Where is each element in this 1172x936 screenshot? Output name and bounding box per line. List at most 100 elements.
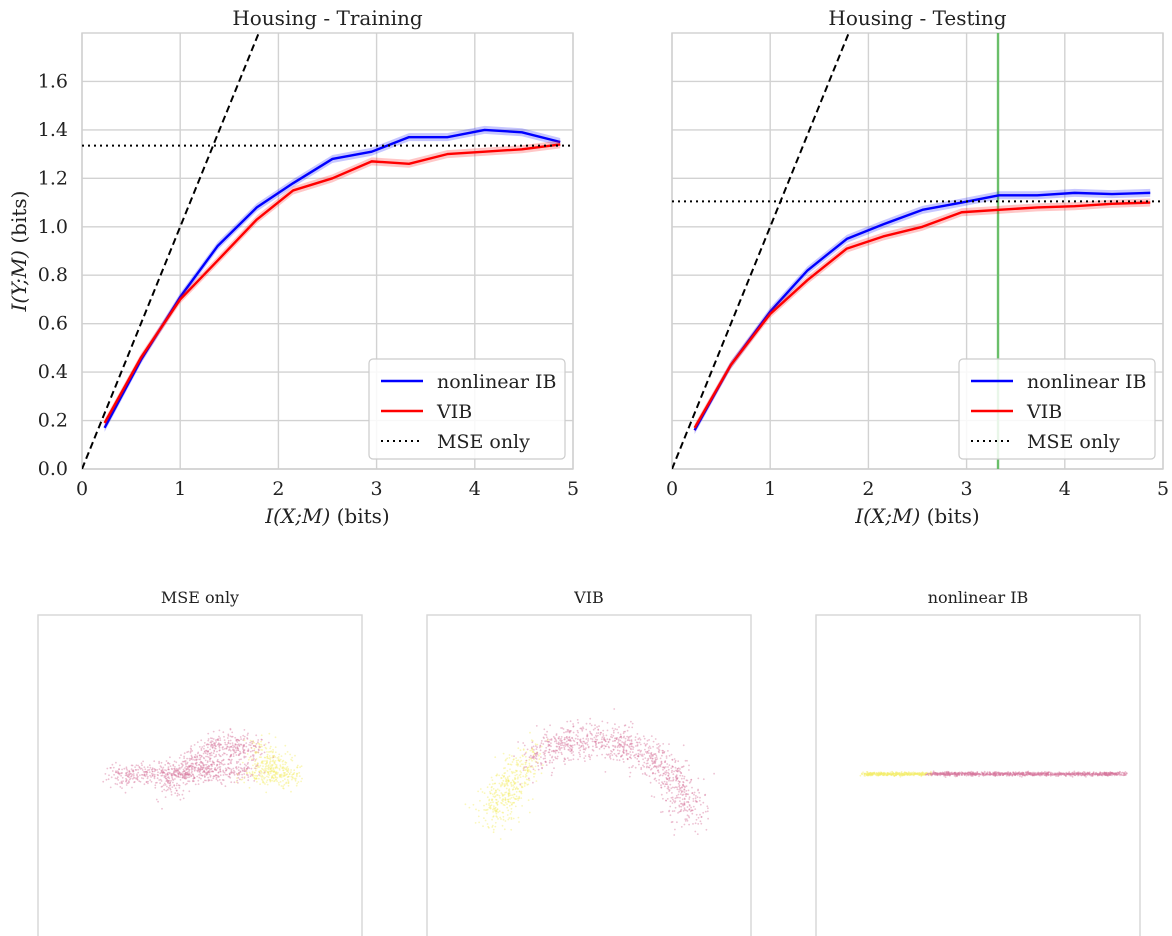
scatter-point <box>1038 772 1040 775</box>
scatter-point <box>1123 774 1126 776</box>
scatter-point <box>679 774 682 777</box>
scatter-point <box>247 776 250 778</box>
scatter-point <box>968 773 971 776</box>
scatter-point <box>267 767 270 769</box>
scatter-point <box>648 739 650 741</box>
scatter-point <box>670 753 673 756</box>
scatter-point <box>215 764 218 767</box>
scatter-point <box>604 756 607 759</box>
scatter-point <box>488 806 491 809</box>
scatter-point <box>892 772 895 774</box>
scatter-point <box>296 766 299 768</box>
scatter-point <box>205 774 208 776</box>
scatter-point <box>269 747 271 750</box>
scatter-point <box>1109 772 1112 775</box>
scatter-point <box>1026 774 1029 777</box>
scatter-point <box>1087 773 1090 775</box>
scatter-point <box>688 804 691 806</box>
scatter-point <box>647 766 650 768</box>
scatter-point <box>1031 773 1034 776</box>
scatter-point <box>182 797 185 800</box>
scatter-point <box>198 758 201 761</box>
scatter-point <box>970 770 973 773</box>
scatter-point <box>902 772 905 775</box>
scatter-point <box>1115 774 1118 776</box>
scatter-point <box>958 773 960 775</box>
scatter-point <box>873 772 875 774</box>
x-tick-label: 3 <box>961 478 973 500</box>
scatter-point <box>493 796 496 798</box>
scatter-point <box>1113 773 1116 776</box>
scatter-point <box>528 758 531 761</box>
scatter-point <box>879 773 881 775</box>
scatter-point <box>679 770 682 773</box>
scatter-point <box>676 770 678 772</box>
scatter-point <box>179 776 181 778</box>
scatter-point <box>704 793 707 796</box>
scatter-point <box>619 739 622 742</box>
scatter-point <box>190 755 193 758</box>
scatter-point <box>920 773 923 776</box>
scatter-point <box>481 791 484 793</box>
scatter-point <box>636 758 639 760</box>
scatter-point <box>1033 773 1035 775</box>
scatter-point <box>668 779 670 782</box>
scatter-point <box>514 788 517 791</box>
scatter-point <box>687 793 690 796</box>
scatter-point <box>513 782 516 785</box>
scatter-point <box>901 774 903 777</box>
scatter-point <box>508 804 511 807</box>
scatter-point <box>994 772 997 775</box>
scatter-point <box>706 805 709 808</box>
scatter-point <box>254 752 257 755</box>
scatter-point <box>1087 772 1090 775</box>
scatter-point <box>972 771 974 774</box>
scatter-point <box>880 771 882 774</box>
scatter-point <box>900 772 902 775</box>
chart-title: Housing - Training <box>232 6 423 30</box>
scatter-point <box>490 799 493 802</box>
scatter-point <box>651 757 654 760</box>
scatter-point <box>1084 772 1087 775</box>
scatter-point <box>266 751 268 753</box>
scatter-point <box>603 739 606 742</box>
scatter-point <box>1023 774 1026 777</box>
scatter-point <box>646 751 649 753</box>
scatter-point <box>145 770 148 773</box>
scatter-point <box>685 809 687 812</box>
scatter-point <box>1058 773 1060 775</box>
scatter-point <box>267 741 270 744</box>
scatter-point <box>1073 772 1076 774</box>
scatter-point <box>210 768 212 771</box>
scatter-point <box>527 769 530 771</box>
scatter-point <box>553 737 556 739</box>
scatter-point <box>1032 774 1034 776</box>
scatter-point <box>516 761 518 764</box>
scatter-point <box>276 767 279 769</box>
scatter-point <box>212 761 215 764</box>
scatter-point <box>218 763 221 766</box>
scatter-point <box>223 752 225 755</box>
scatter-point <box>156 773 159 776</box>
scatter-point <box>205 779 207 782</box>
scatter-point <box>270 770 273 773</box>
scatter-point <box>1111 772 1114 775</box>
scatter-point <box>697 789 699 792</box>
scatter-point <box>275 773 278 775</box>
scatter-point <box>566 757 569 759</box>
scatter-point <box>1077 773 1080 775</box>
scatter-point <box>210 754 213 757</box>
scatter-point <box>965 774 968 777</box>
scatter-point <box>907 773 910 776</box>
scatter-point <box>667 766 669 768</box>
scatter-point <box>291 756 293 759</box>
scatter-point <box>479 788 482 790</box>
scatter-point <box>505 791 508 794</box>
scatter-point <box>258 777 260 780</box>
scatter-point <box>509 813 512 815</box>
scatter-point <box>651 754 654 756</box>
scatter-point <box>882 772 885 775</box>
scatter-point <box>166 785 168 788</box>
scatter-point <box>543 728 546 731</box>
scatter-point <box>177 770 179 772</box>
